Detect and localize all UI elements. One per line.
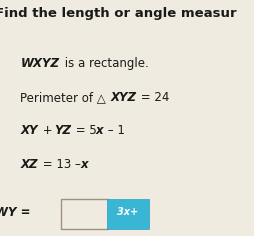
Text: XY: XY [20,124,38,138]
Text: +: + [39,124,57,138]
FancyBboxPatch shape [61,199,108,229]
Text: Find the length or angle measur: Find the length or angle measur [0,7,236,20]
Text: x: x [95,124,103,138]
Text: 3x+: 3x+ [117,207,138,217]
Text: XYZ: XYZ [110,91,136,105]
Text: XZ: XZ [20,157,38,171]
FancyBboxPatch shape [107,199,149,229]
Text: x: x [80,157,88,171]
Text: Perimeter of △: Perimeter of △ [20,91,106,105]
Text: = 24: = 24 [137,91,169,105]
Text: WXYZ: WXYZ [20,57,59,70]
Text: = 13 –: = 13 – [39,157,85,171]
Text: WY =: WY = [0,206,30,219]
Text: – 1: – 1 [104,124,125,138]
Text: YZ: YZ [55,124,72,138]
Text: = 5: = 5 [72,124,97,138]
Text: is a rectangle.: is a rectangle. [61,57,149,70]
